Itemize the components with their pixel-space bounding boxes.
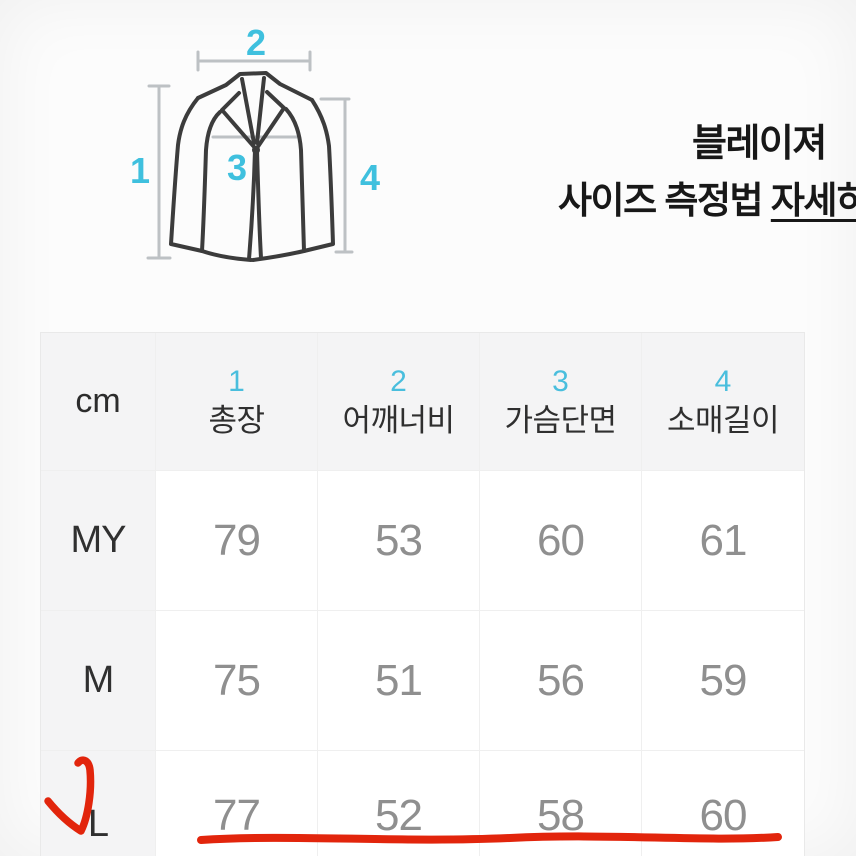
cell-l-sleeve: 60	[642, 751, 804, 856]
measure-line-sleeve	[319, 97, 354, 254]
unit-header-cell: cm	[41, 333, 156, 471]
blazer-lapels	[220, 90, 286, 150]
col-header-shoulder-width: 2 어깨너비	[318, 333, 480, 471]
cell-m-shoulder: 51	[318, 611, 480, 751]
measure-line-shoulder	[196, 50, 312, 72]
cell-m-chest: 56	[480, 611, 642, 751]
col-number: 4	[714, 364, 732, 398]
measurement-lines	[146, 50, 354, 260]
col-label: 소매길이	[666, 402, 780, 438]
blazer-neck	[240, 76, 266, 145]
unit-label: cm	[75, 382, 121, 420]
blazer-hem	[200, 249, 306, 262]
cell-my-shoulder: 53	[318, 471, 480, 611]
measurement-numbers: 1 2 3 4	[130, 22, 380, 198]
col-label: 가슴단면	[504, 402, 617, 438]
cell-value: 58	[537, 791, 585, 840]
cell-value: 52	[375, 791, 423, 840]
col-number: 3	[552, 364, 569, 398]
col-header-sleeve-length: 4 소매길이	[642, 333, 804, 471]
cell-value: 59	[699, 655, 748, 705]
table-row-size-m: M	[41, 611, 156, 751]
col-number: 1	[228, 364, 245, 398]
cell-l-total-length: 77	[156, 751, 318, 856]
cell-value: 61	[699, 515, 748, 565]
blazer-right-sleeve	[284, 98, 335, 253]
size-guide-heading-text: 사이즈 측정법	[558, 180, 771, 221]
size-guide-heading: 사이즈 측정법 자세히	[558, 170, 856, 224]
blazer-front-edge	[247, 148, 263, 261]
table-row-size-l: L	[41, 751, 156, 856]
cell-value: 56	[537, 655, 585, 705]
product-title: 블레이져	[692, 123, 827, 165]
cell-m-total-length: 75	[156, 611, 318, 751]
size-label: MY	[70, 519, 127, 561]
blazer-left-sleeve	[169, 96, 222, 253]
cell-value: 53	[375, 515, 423, 565]
measure-number-2: 2	[246, 22, 266, 63]
cell-my-sleeve: 61	[642, 471, 804, 611]
col-label: 총장	[208, 402, 265, 438]
measure-number-4: 4	[360, 157, 380, 198]
cell-value: 75	[213, 655, 261, 705]
cell-my-total-length: 79	[156, 471, 318, 611]
col-header-total-length: 1 총장	[156, 333, 318, 471]
blazer-button	[252, 146, 260, 154]
cell-my-chest: 60	[480, 471, 642, 611]
size-label: M	[82, 659, 115, 701]
col-number: 2	[390, 364, 407, 398]
table-row-size-my: MY	[41, 471, 156, 611]
measure-line-length	[146, 84, 172, 260]
cell-value: 60	[699, 791, 748, 840]
size-guide-detail-link[interactable]: 자세히	[770, 180, 856, 221]
cell-value: 51	[375, 655, 423, 705]
cell-m-sleeve: 59	[642, 611, 804, 751]
cell-value: 77	[213, 791, 261, 840]
measure-number-1: 1	[130, 150, 150, 191]
cell-l-shoulder: 52	[318, 751, 480, 856]
cell-l-chest: 58	[480, 751, 642, 856]
size-table: cm 1 총장 2 어깨너비 3 가슴단면 4 소매길이 MY 79 53 60	[40, 332, 805, 856]
blazer-outline-icon	[169, 71, 335, 262]
blazer-shoulders	[196, 71, 314, 102]
col-header-chest-width: 3 가슴단면	[480, 333, 642, 471]
cell-value: 60	[537, 515, 585, 565]
size-label: L	[87, 803, 109, 845]
cell-value: 79	[213, 515, 261, 565]
col-label: 어깨너비	[342, 402, 455, 438]
measure-number-3: 3	[227, 147, 247, 188]
